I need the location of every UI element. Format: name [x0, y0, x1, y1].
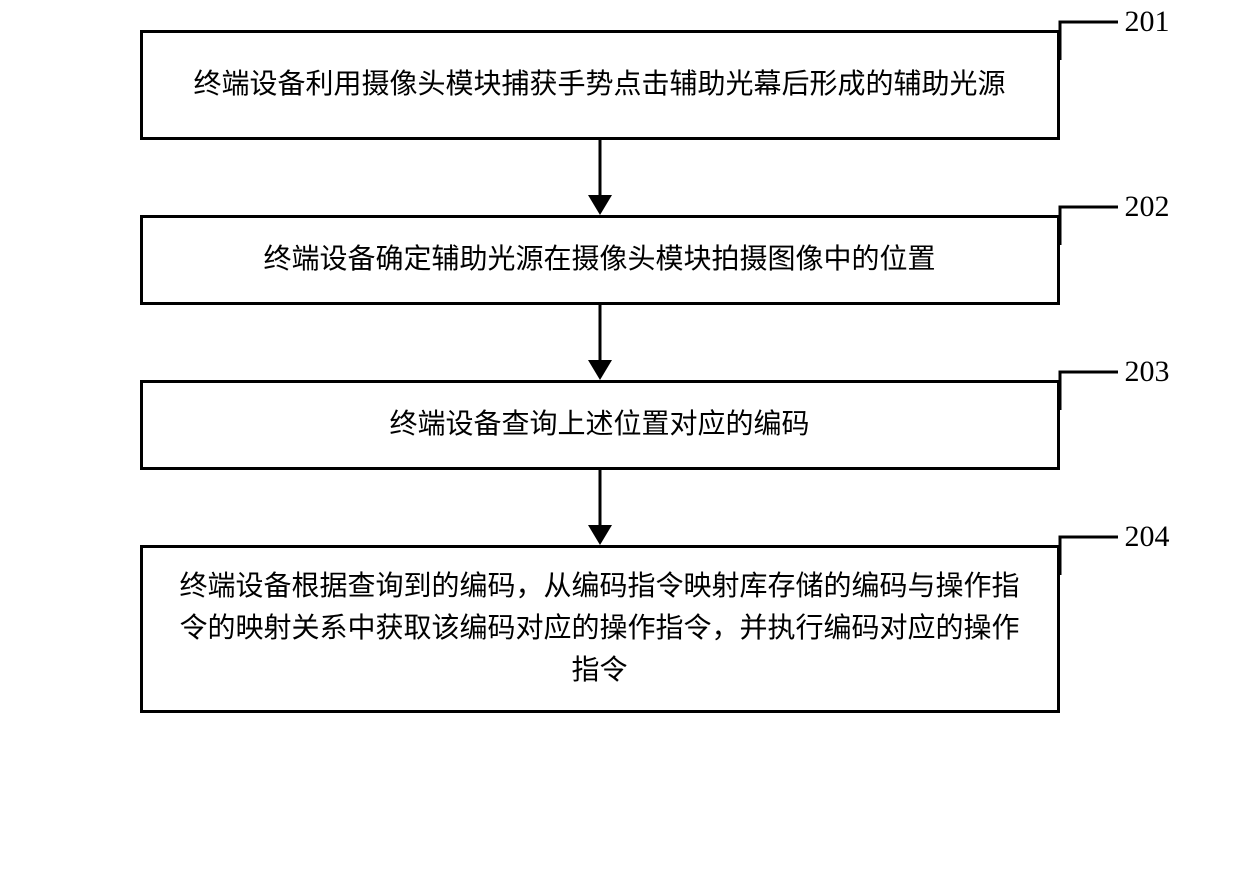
- leader-line-2: [1058, 197, 1128, 247]
- leader-line-1: [1058, 12, 1128, 62]
- box-text-4: 终端设备根据查询到的编码，从编码指令映射库存储的编码与操作指令的映射关系中获取该…: [173, 566, 1027, 692]
- flowchart-box-2: 终端设备确定辅助光源在摄像头模块拍摄图像中的位置: [140, 215, 1060, 305]
- arrow-head-icon: [588, 525, 612, 545]
- flowchart-box-3: 终端设备查询上述位置对应的编码: [140, 380, 1060, 470]
- flowchart-box-1: 终端设备利用摄像头模块捕获手势点击辅助光幕后形成的辅助光源: [140, 30, 1060, 140]
- leader-line-3: [1058, 362, 1128, 412]
- step-row-2: 终端设备确定辅助光源在摄像头模块拍摄图像中的位置 202: [80, 215, 1180, 305]
- leader-line-4: [1058, 527, 1128, 577]
- step-row-1: 终端设备利用摄像头模块捕获手势点击辅助光幕后形成的辅助光源 201: [80, 30, 1180, 140]
- arrow-line-icon: [598, 305, 601, 365]
- step-label-3: 203: [1125, 355, 1170, 389]
- step-row-4: 终端设备根据查询到的编码，从编码指令映射库存储的编码与操作指令的映射关系中获取该…: [80, 545, 1180, 713]
- step-label-2: 202: [1125, 190, 1170, 224]
- connector-1-2: [140, 140, 1060, 215]
- arrow-line-icon: [598, 470, 601, 530]
- arrow-head-icon: [588, 195, 612, 215]
- arrow-line-icon: [598, 140, 601, 200]
- flowchart-container: 终端设备利用摄像头模块捕获手势点击辅助光幕后形成的辅助光源 201 终端设备确定…: [80, 30, 1180, 713]
- connector-2-3: [140, 305, 1060, 380]
- step-label-4: 204: [1125, 520, 1170, 554]
- connector-3-4: [140, 470, 1060, 545]
- arrow-head-icon: [588, 360, 612, 380]
- box-text-2: 终端设备确定辅助光源在摄像头模块拍摄图像中的位置: [263, 239, 935, 281]
- flowchart-box-4: 终端设备根据查询到的编码，从编码指令映射库存储的编码与操作指令的映射关系中获取该…: [140, 545, 1060, 713]
- box-text-1: 终端设备利用摄像头模块捕获手势点击辅助光幕后形成的辅助光源: [193, 64, 1005, 106]
- step-row-3: 终端设备查询上述位置对应的编码 203: [80, 380, 1180, 470]
- step-label-1: 201: [1125, 5, 1170, 39]
- box-text-3: 终端设备查询上述位置对应的编码: [389, 404, 809, 446]
